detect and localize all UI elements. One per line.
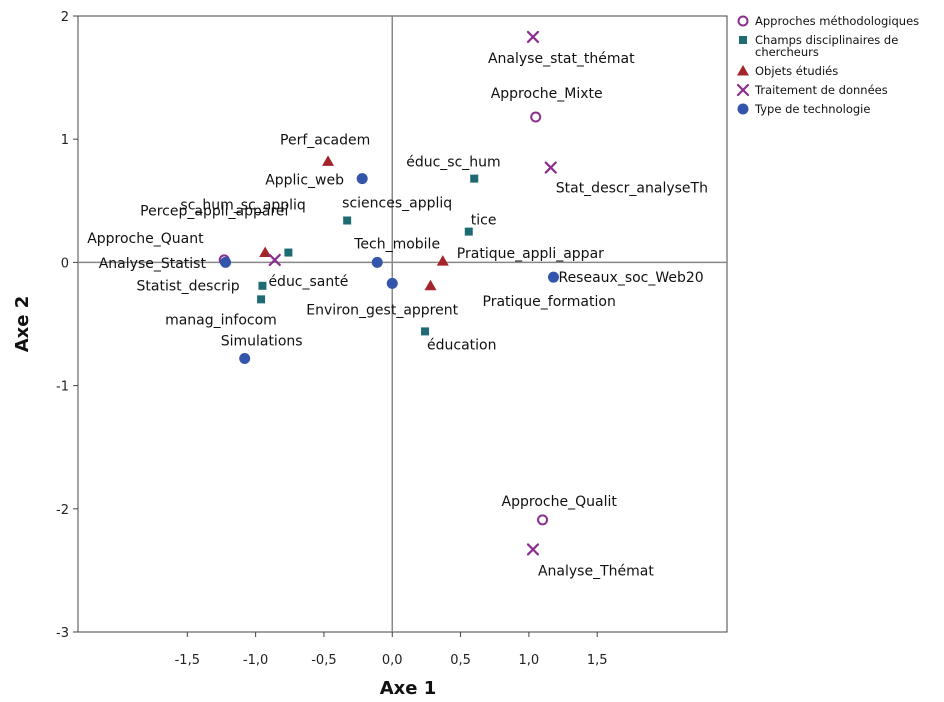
x-tick-label: 0,5: [450, 653, 471, 668]
data-point: [284, 248, 293, 257]
point-label: Tech_mobile: [353, 236, 440, 252]
legend-label: Traitement de données: [754, 83, 888, 97]
point-label: Statist_descrip: [137, 278, 240, 294]
legend-label: Objets étudiés: [755, 64, 838, 78]
point-label: manag_infocom: [165, 312, 277, 328]
data-point: [220, 256, 232, 268]
plot-frame: [77, 15, 728, 633]
data-point: [239, 352, 251, 364]
point-label: Percep_appli_apparei: [140, 204, 288, 220]
point-label: éduc_santé: [268, 274, 348, 290]
data-point: [470, 174, 479, 183]
point-label: tice: [471, 213, 497, 229]
y-tick-label: -1: [56, 380, 69, 395]
y-tick-label: -2: [56, 503, 69, 518]
x-tick-label: -0,5: [311, 653, 336, 668]
y-tick-label: 0: [61, 256, 69, 271]
legend-marker: [737, 65, 749, 76]
data-point: [386, 277, 398, 289]
data-point: [436, 255, 449, 266]
point-label: Environ_gest_apprent: [306, 302, 458, 318]
point-label: éducation: [427, 337, 496, 353]
point-label: Analyse_Thémat: [538, 563, 654, 579]
data-point: [464, 227, 473, 236]
legend-item: Approches méthodologiques: [737, 14, 919, 28]
data-point: [544, 161, 557, 174]
legend-label: chercheurs: [755, 45, 819, 59]
point-label: Simulations: [221, 333, 303, 349]
legend-item: Objets étudiés: [737, 64, 838, 78]
x-tick-label: 1,5: [587, 653, 608, 668]
point-label: Pratique_appli_appar: [457, 246, 604, 262]
data-points: [218, 30, 559, 556]
data-point: [547, 271, 559, 283]
point-label: Pratique_formation: [483, 294, 616, 310]
legend-label: Type de technologie: [754, 102, 870, 116]
x-tick-label: 1,0: [519, 653, 540, 668]
y-axis-title: Axe 2: [12, 296, 33, 353]
data-point: [530, 111, 542, 123]
data-point: [259, 246, 272, 258]
point-label: Applic_web: [265, 173, 344, 189]
data-point: [526, 543, 540, 556]
legend-marker: [739, 36, 747, 44]
data-point: [258, 281, 267, 290]
y-axis-ticks: 2 1 0 -1 -2 -3: [56, 10, 78, 641]
point-label: éduc_sc_hum: [406, 155, 500, 171]
data-point: [526, 30, 540, 44]
point-labels: Approche_Mixte Approche_Quant Approche_Qua…: [87, 51, 708, 580]
x-tick-label: -1,0: [243, 653, 268, 668]
point-label: Analyse_Statist: [99, 256, 207, 272]
data-point: [268, 253, 281, 267]
legend-item: Traitement de données: [736, 83, 888, 97]
legend: Approches méthodologiques Champs discipli…: [736, 14, 919, 116]
data-point: [424, 279, 437, 291]
legend-marker: [737, 103, 749, 115]
point-label: Perf_academ: [280, 132, 370, 148]
legend-marker: [737, 15, 749, 27]
point-label: Approche_Mixte: [491, 86, 603, 102]
plot-area: -1,5 -1,0 -0,5 0,0 0,5 1,0 1,5 2 1 0 -1 -2 -3 Appro…: [56, 10, 728, 668]
x-tick-label: 0,0: [382, 653, 403, 668]
y-tick-label: 1: [61, 133, 69, 148]
point-label: Analyse_stat_thémat: [488, 51, 635, 67]
point-label: Stat_descr_analyseTh: [556, 181, 708, 197]
point-label: sciences_appliq: [342, 196, 452, 212]
legend-label: Champs disciplinaires de: [755, 33, 898, 47]
data-point: [356, 173, 368, 185]
point-label: Approche_Qualit: [502, 494, 618, 510]
x-axis-ticks: -1,5 -1,0 -0,5 0,0 0,5 1,0 1,5: [175, 632, 608, 668]
data-point: [371, 256, 383, 268]
legend-marker: [736, 83, 750, 97]
point-label: Approche_Quant: [87, 231, 204, 247]
point-label: Reseaux_soc_Web20: [558, 270, 703, 286]
y-tick-label: -3: [56, 626, 69, 641]
data-point: [322, 155, 335, 166]
legend-label: Approches méthodologiques: [755, 14, 919, 28]
x-axis-title: Axe 1: [380, 678, 437, 699]
data-point: [343, 216, 352, 225]
data-point: [537, 514, 549, 526]
data-point: [421, 327, 430, 336]
data-point: [257, 295, 266, 304]
y-tick-label: 2: [61, 10, 69, 25]
point-label: sc_hum_sc_appliq: [180, 198, 305, 214]
legend-item: Type de technologie: [737, 102, 870, 116]
x-tick-label: -1,5: [175, 653, 200, 668]
